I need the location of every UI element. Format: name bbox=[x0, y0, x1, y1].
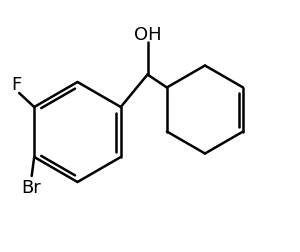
Text: F: F bbox=[12, 76, 22, 94]
Text: Br: Br bbox=[21, 178, 40, 196]
Text: OH: OH bbox=[134, 25, 161, 43]
